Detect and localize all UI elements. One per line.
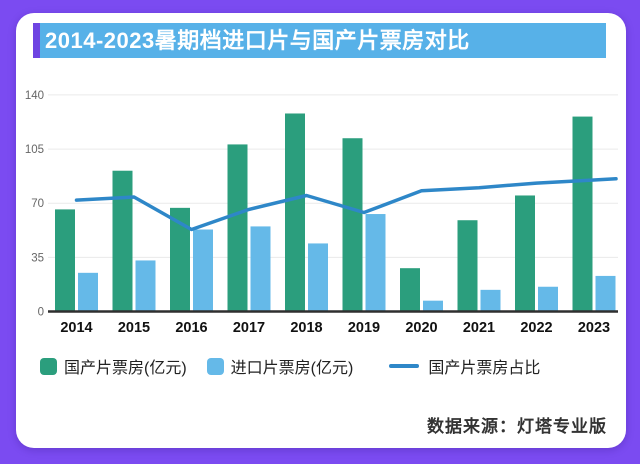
x-axis-label-2020: 2020 bbox=[405, 320, 437, 336]
bar-imported-2018 bbox=[308, 243, 328, 312]
bar-domestic-2017 bbox=[227, 144, 248, 312]
bar-domestic-2020 bbox=[400, 268, 420, 312]
data-source: 数据来源：灯塔专业版 bbox=[427, 417, 607, 436]
bar-imported-2022 bbox=[538, 286, 558, 312]
bar-imported-2021 bbox=[480, 289, 501, 312]
legend-label-domestic: 国产片票房(亿元) bbox=[64, 360, 187, 377]
title-banner: 2014-2023暑期档进口片与国产片票房对比 bbox=[33, 23, 606, 58]
y-axis-tick-0: 0 bbox=[38, 307, 44, 319]
y-axis-tick-140: 140 bbox=[25, 90, 44, 102]
legend-label-share: 国产片票房占比 bbox=[428, 360, 541, 377]
bar-domestic-2022 bbox=[515, 195, 535, 312]
y-axis-tick-105: 105 bbox=[25, 144, 44, 156]
legend-item-imported: 进口片票房(亿元) bbox=[206, 354, 354, 378]
imported-series-swatch-icon bbox=[206, 357, 224, 375]
title-accent-stripe bbox=[33, 23, 40, 58]
bar-imported-2016 bbox=[193, 229, 213, 312]
bar-imported-2023 bbox=[595, 275, 616, 312]
x-axis-label-2014: 2014 bbox=[60, 320, 92, 336]
bar-domestic-2015 bbox=[112, 170, 133, 312]
chart-title: 2014-2023暑期档进口片与国产片票房对比 bbox=[45, 28, 470, 53]
bar-domestic-2018 bbox=[285, 113, 305, 312]
x-axis-label-2023: 2023 bbox=[578, 320, 610, 336]
y-axis-tick-35: 35 bbox=[31, 252, 44, 264]
bar-domestic-2016 bbox=[170, 207, 190, 312]
bar-imported-2020 bbox=[423, 300, 443, 312]
legend-item-domestic: 国产片票房(亿元) bbox=[40, 354, 187, 378]
bar-imported-2015 bbox=[135, 260, 156, 312]
y-axis-tick-70: 70 bbox=[31, 198, 44, 210]
bar-domestic-2019 bbox=[342, 138, 363, 312]
share-line bbox=[74, 177, 618, 232]
boxoffice-chart: 0 35 70 105 140 2014 2015 2016 2017 2018 2019 2020 2… bbox=[25, 90, 618, 336]
bar-imported-2017 bbox=[250, 226, 271, 312]
share-line-swatch-icon bbox=[389, 364, 420, 368]
legend-label-imported: 进口片票房(亿元) bbox=[230, 360, 354, 377]
bar-imported-2014 bbox=[78, 272, 98, 312]
chart-legend: 国产片票房(亿元) 进口片票房(亿元) 国产片票房占比 bbox=[40, 354, 540, 378]
bar-domestic-2023 bbox=[572, 116, 593, 312]
x-axis-label-2021: 2021 bbox=[463, 320, 495, 336]
x-axis-label-2015: 2015 bbox=[118, 320, 150, 336]
x-axis-label-2016: 2016 bbox=[175, 320, 207, 336]
bar-domestic-2014 bbox=[55, 209, 75, 312]
bar-domestic-2021 bbox=[457, 220, 478, 312]
legend-item-share: 国产片票房占比 bbox=[389, 354, 540, 378]
x-axis-label-2022: 2022 bbox=[520, 320, 552, 336]
bar-imported-2019 bbox=[365, 214, 386, 312]
domestic-series-swatch-icon bbox=[40, 357, 57, 375]
chart-card: 2014-2023暑期档进口片与国产片票房对比 0 35 70 105 140 2014 2… bbox=[16, 13, 626, 448]
x-axis-label-2017: 2017 bbox=[233, 320, 265, 336]
x-axis-label-2018: 2018 bbox=[290, 320, 322, 336]
x-axis-label-2019: 2019 bbox=[348, 320, 380, 336]
